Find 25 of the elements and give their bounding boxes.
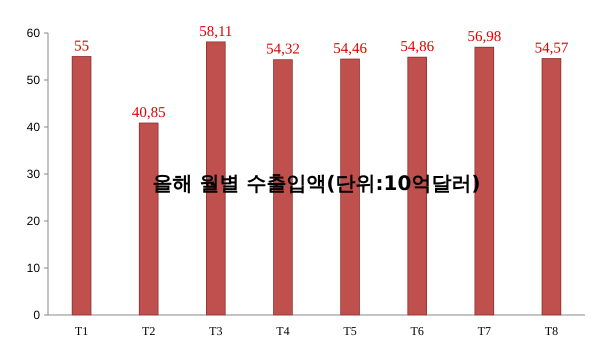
y-tick-label: 20 (26, 214, 40, 228)
data-label: 40,85 (132, 105, 166, 122)
bar (542, 58, 562, 316)
x-tick-label: T4 (276, 324, 290, 338)
data-label: 56,98 (467, 29, 502, 46)
x-tick-label: T2 (142, 324, 156, 338)
y-tick-label: 50 (26, 73, 40, 87)
y-tick-label: 10 (26, 261, 40, 275)
data-label: 58,11 (199, 24, 232, 40)
data-label: 54,57 (534, 40, 569, 57)
x-tick-label: T6 (410, 324, 424, 338)
data-label: 54,46 (333, 41, 368, 58)
x-tick-label: T1 (74, 324, 88, 338)
bar (72, 56, 92, 316)
y-tick-label: 40 (26, 120, 40, 134)
data-label: 54,86 (400, 39, 435, 56)
x-tick-label: T3 (209, 324, 222, 338)
y-tick-label: 30 (26, 167, 40, 181)
y-tick-label: 60 (26, 26, 40, 40)
y-tick-label: 0 (33, 308, 40, 322)
data-label: 54,32 (266, 42, 300, 58)
x-tick-label: T8 (544, 324, 558, 338)
x-tick-label: T7 (478, 324, 491, 338)
data-label: 55 (74, 38, 90, 54)
x-tick-label: T5 (343, 324, 357, 338)
